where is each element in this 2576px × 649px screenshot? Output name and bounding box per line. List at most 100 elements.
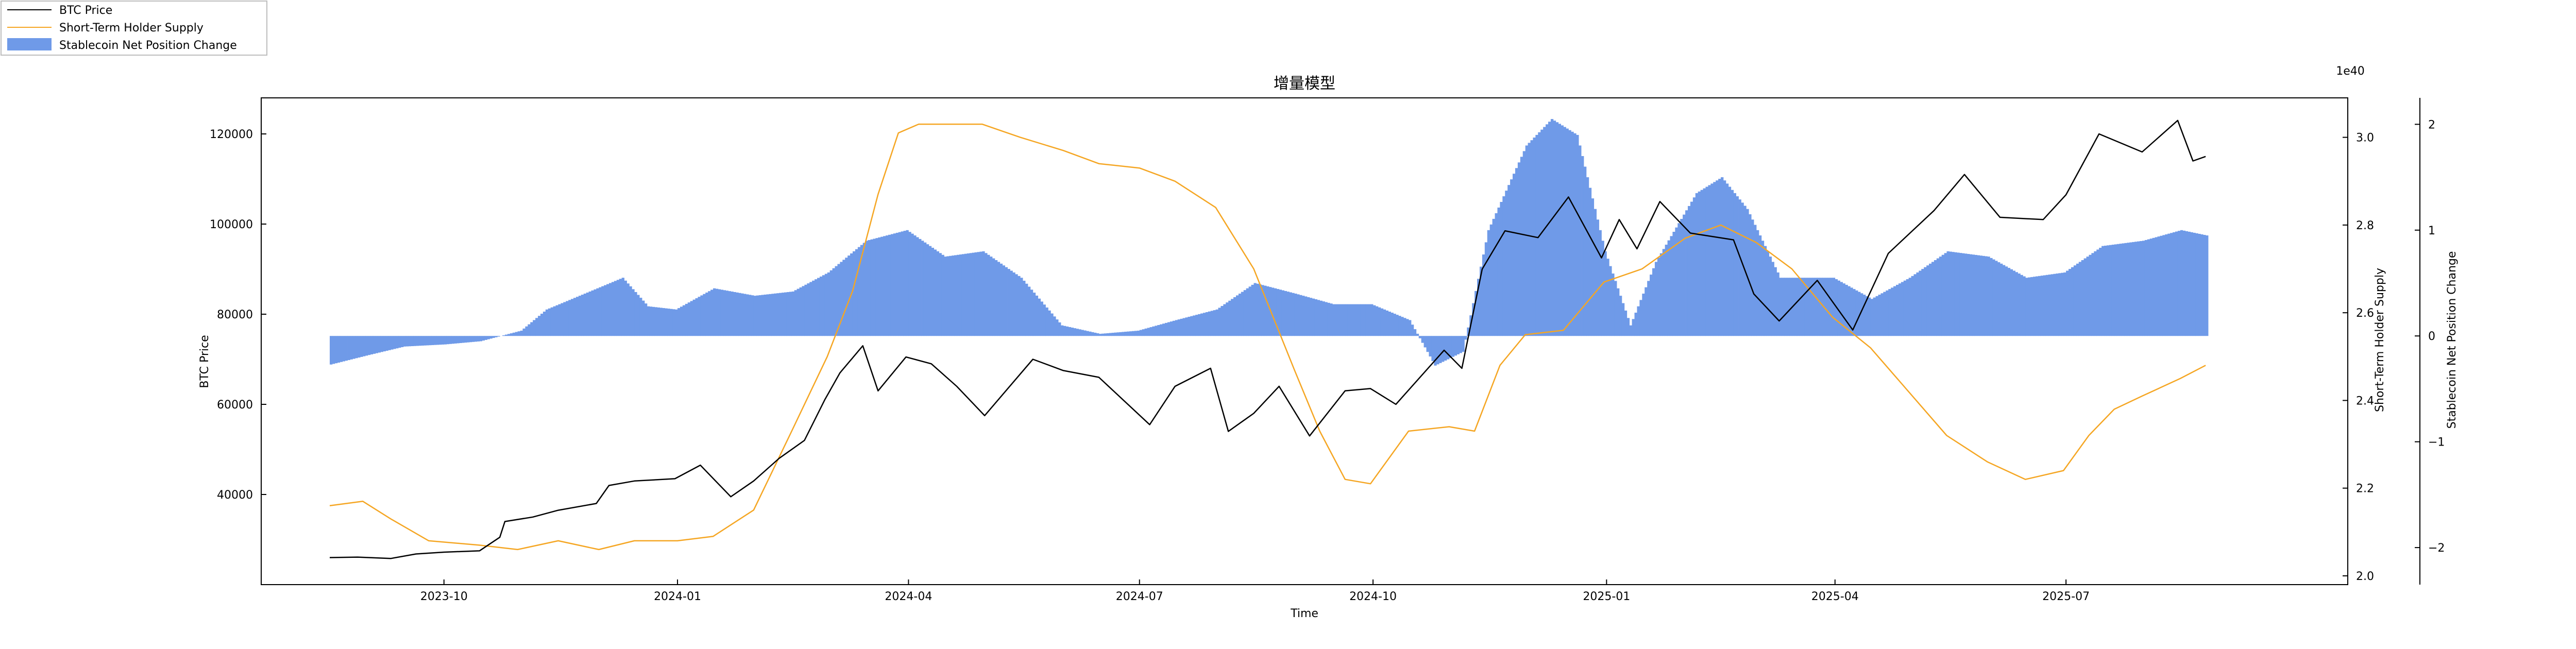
stablecoin-bar (609, 283, 612, 336)
stablecoin-bar (1550, 119, 1554, 336)
stablecoin-bar (1941, 254, 1945, 336)
stablecoin-bar (530, 322, 533, 336)
stablecoin-bar (1436, 336, 1439, 365)
stablecoin-bar (685, 303, 688, 336)
stablecoin-bar (2005, 266, 2008, 336)
stablecoin-bar (1091, 332, 1094, 336)
stablecoin-bar (429, 336, 432, 346)
stablecoin-bar (753, 296, 757, 336)
stablecoin-bar (949, 255, 952, 336)
x-tick-label: 2024-07 (1116, 590, 1163, 603)
stablecoin-bar (1588, 187, 1592, 336)
stablecoin-bar (2056, 274, 2059, 336)
stablecoin-bar (1058, 322, 1061, 336)
stablecoin-bar (1997, 262, 2001, 336)
stablecoin-bar (1023, 281, 1026, 336)
stablecoin-bar (1307, 297, 1310, 336)
stablecoin-bar (2162, 235, 2165, 336)
stablecoin-bar (1213, 310, 1216, 336)
stablecoin-bar (974, 252, 977, 336)
stablecoin-bar (829, 270, 833, 336)
stablecoin-bar (804, 284, 807, 336)
stablecoin-bar (901, 231, 904, 336)
stablecoin-bar (1396, 315, 1399, 336)
stablecoin-bar (746, 294, 749, 336)
stablecoin-bar (1127, 331, 1130, 336)
stablecoin-bar (1837, 280, 1840, 336)
stablecoin-bar (1116, 332, 1120, 336)
stablecoin-bar (1634, 313, 1637, 336)
stablecoin-bar (662, 308, 665, 336)
stablecoin-bar (1695, 193, 1699, 336)
stablecoin-bar (1576, 134, 1579, 336)
stablecoin-bar (405, 336, 409, 347)
stablecoin-bar (1385, 310, 1388, 336)
stablecoin-bar (1094, 332, 1097, 336)
y3-axis-label: Stablecoin Net Position Change (2446, 251, 2459, 429)
stablecoin-bar (1749, 214, 1752, 336)
stablecoin-bar (1530, 140, 1533, 336)
stablecoin-bar (469, 336, 472, 343)
stablecoin-bar (870, 239, 873, 336)
stablecoin-bar (1018, 276, 1021, 336)
stablecoin-bar (1451, 336, 1455, 357)
stablecoin-bar (700, 295, 703, 336)
stablecoin-bar (865, 241, 868, 336)
stablecoin-bar (1741, 202, 1744, 336)
stablecoin-bar (355, 336, 358, 358)
stablecoin-bar (835, 266, 838, 336)
stablecoin-bar (575, 297, 579, 336)
stablecoin-bar (1302, 296, 1305, 336)
x-tick-label: 2025-01 (1583, 590, 1630, 603)
stablecoin-bar (591, 290, 594, 336)
stablecoin-bar (594, 289, 597, 336)
stablecoin-bar (2144, 240, 2148, 336)
stablecoin-bar (1342, 304, 1346, 336)
stablecoin-bar (809, 282, 812, 336)
stablecoin-bar (1109, 333, 1112, 336)
stablecoin-bar (1193, 315, 1196, 336)
stablecoin-bar (1261, 285, 1264, 336)
stablecoin-bar (1853, 289, 1856, 336)
stablecoin-bar (1601, 241, 1604, 336)
stablecoin-bar (391, 336, 394, 350)
y2-tick-label: 2.4 (2356, 395, 2374, 407)
stablecoin-bar (791, 291, 795, 336)
stablecoin-bar (1873, 297, 1876, 336)
stablecoin-bar (330, 336, 333, 365)
stablecoin-bar (396, 336, 399, 349)
stablecoin-bar (857, 247, 861, 336)
stablecoin-bar (1345, 304, 1348, 336)
stablecoin-bar (558, 304, 561, 336)
stablecoin-bar (1360, 304, 1363, 336)
y-axis-label: BTC Price (198, 335, 211, 388)
stablecoin-bar (566, 301, 569, 336)
stablecoin-bar (1901, 282, 1904, 336)
stablecoin-bar (1848, 286, 1851, 336)
stablecoin-bar (1467, 327, 1470, 336)
stablecoin-bar (1789, 278, 1792, 336)
y2-tick-label: 2.2 (2356, 483, 2374, 496)
stablecoin-bar (1160, 324, 1163, 336)
stablecoin-bar (2173, 232, 2176, 336)
y3-tick-label: −2 (2428, 542, 2445, 555)
stablecoin-bar (2206, 235, 2209, 336)
stablecoin-bar (1924, 267, 1927, 336)
stablecoin-bar (1073, 328, 1076, 336)
stablecoin-bar (1464, 336, 1467, 340)
stablecoin-bar (334, 336, 338, 364)
stablecoin-bar (672, 309, 675, 336)
stablecoin-bar (1972, 254, 1975, 336)
stablecoin-bar (665, 308, 668, 336)
stablecoin-bar (639, 298, 642, 336)
stablecoin-bar (2157, 236, 2160, 336)
stablecoin-bar (743, 294, 747, 336)
stablecoin-bar (1728, 186, 1732, 336)
stablecoin-bar (1276, 289, 1280, 336)
stablecoin-bar (2094, 251, 2097, 336)
stablecoin-bar (1561, 125, 1564, 336)
x-tick-label: 2023-10 (420, 590, 468, 603)
stablecoin-bar (1685, 210, 1688, 336)
stablecoin-bar (1231, 299, 1234, 336)
stablecoin-bar (464, 336, 467, 343)
